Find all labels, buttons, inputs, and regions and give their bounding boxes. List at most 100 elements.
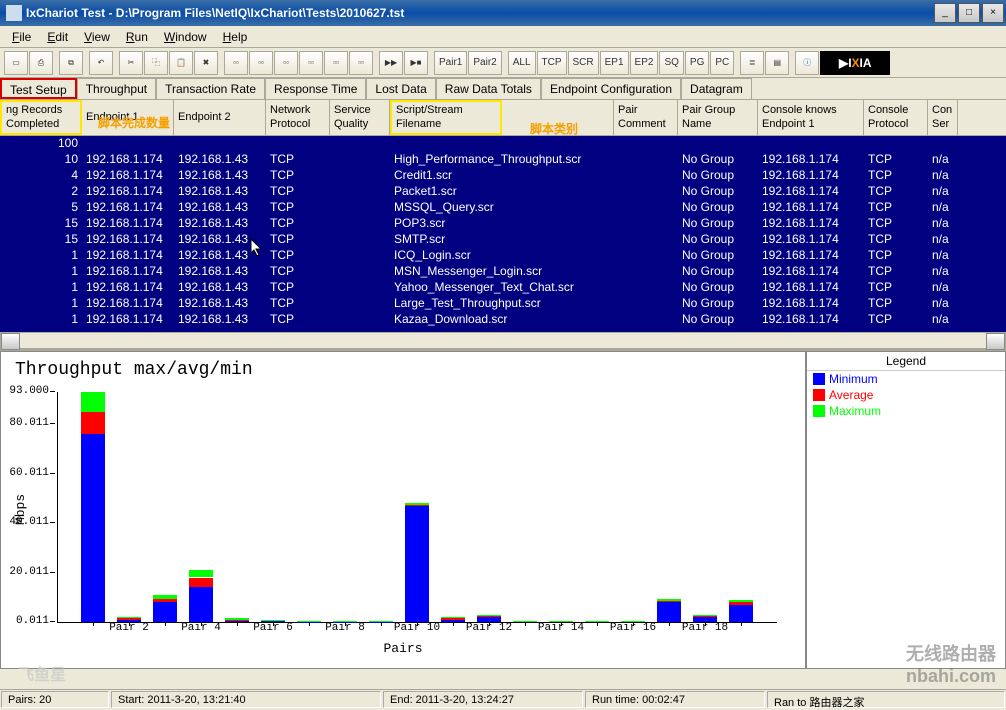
pair1-button[interactable]: Pair1 bbox=[434, 51, 467, 75]
chart-bar bbox=[405, 503, 429, 504]
data-grid[interactable]: 10010192.168.1.174192.168.1.43TCPHigh_Pe… bbox=[0, 136, 1006, 332]
tab-raw-data-totals[interactable]: Raw Data Totals bbox=[436, 78, 541, 99]
table-row[interactable]: 10192.168.1.174192.168.1.43TCPHigh_Perfo… bbox=[0, 152, 1006, 168]
xtick-label: Pair 2 bbox=[109, 622, 149, 634]
run-icon[interactable]: ▶▶ bbox=[379, 51, 403, 75]
column-header[interactable]: Console knows Endpoint 1 bbox=[758, 100, 864, 135]
tab-test-setup[interactable]: Test Setup bbox=[0, 78, 77, 99]
pair6-icon[interactable]: ▫▫ bbox=[349, 51, 373, 75]
cut-icon[interactable]: ✂ bbox=[119, 51, 143, 75]
table-row[interactable]: 4192.168.1.174192.168.1.43TCPCredit1.scr… bbox=[0, 168, 1006, 184]
menu-view[interactable]: View bbox=[76, 28, 118, 46]
column-header[interactable] bbox=[502, 100, 614, 135]
column-header[interactable]: Pair Comment bbox=[614, 100, 678, 135]
print-icon[interactable]: ⎙ bbox=[29, 51, 53, 75]
tab-lost-data[interactable]: Lost Data bbox=[366, 78, 435, 99]
undo-icon[interactable]: ↶ bbox=[89, 51, 113, 75]
tcp-button[interactable]: TCP bbox=[537, 51, 567, 75]
chart-bar bbox=[441, 617, 465, 618]
legend-item: Average bbox=[807, 387, 1005, 403]
new-icon[interactable]: ▭ bbox=[4, 51, 28, 75]
list-icon[interactable]: ≣ bbox=[740, 51, 764, 75]
xtick-label: Pair 16 bbox=[610, 622, 656, 634]
ixia-logo[interactable]: ▶IXIA bbox=[820, 51, 890, 75]
pair4-icon[interactable]: ▫▫ bbox=[299, 51, 323, 75]
pg-button[interactable]: PG bbox=[685, 51, 709, 75]
delete-icon[interactable]: ✖ bbox=[194, 51, 218, 75]
pair5-icon[interactable]: ▫▫ bbox=[324, 51, 348, 75]
sq-button[interactable]: SQ bbox=[659, 51, 683, 75]
column-header[interactable]: Con Ser bbox=[928, 100, 958, 135]
column-header[interactable]: Service Quality bbox=[330, 100, 390, 135]
toolbar: ▭ ⎙ ⧉ ↶ ✂ ⿻ 📋 ✖ ▫▫ ▫▫ ▫▫ ▫▫ ▫▫ ▫▫ ▶▶ ▶■ … bbox=[0, 48, 1006, 78]
column-headers: ng Records CompletedEndpoint 1Endpoint 2… bbox=[0, 100, 1006, 136]
column-header[interactable]: Endpoint 2 bbox=[174, 100, 266, 135]
legend-swatch bbox=[813, 373, 825, 385]
menubar: FileEditViewRunWindowHelp bbox=[0, 26, 1006, 48]
column-header[interactable]: Endpoint 1 bbox=[82, 100, 174, 135]
chart-bar bbox=[81, 392, 105, 412]
chart-bar bbox=[225, 618, 249, 619]
copy2-icon[interactable]: ⿻ bbox=[144, 51, 168, 75]
status-start: Start: 2011-3-20, 13:21:40 bbox=[111, 691, 381, 708]
minimize-button[interactable]: _ bbox=[934, 3, 956, 23]
chart-bar bbox=[153, 602, 177, 622]
table-row[interactable]: 15192.168.1.174192.168.1.43TCPSMTP.scrNo… bbox=[0, 232, 1006, 248]
paste-icon[interactable]: 📋 bbox=[169, 51, 193, 75]
menu-help[interactable]: Help bbox=[215, 28, 256, 46]
column-header[interactable]: ng Records Completed bbox=[0, 100, 82, 135]
legend-label: Maximum bbox=[829, 404, 881, 418]
column-header[interactable]: Console Protocol bbox=[864, 100, 928, 135]
chart-bar bbox=[657, 602, 681, 622]
table-row[interactable]: 15192.168.1.174192.168.1.43TCPPOP3.scrNo… bbox=[0, 216, 1006, 232]
chart-bar bbox=[405, 505, 429, 506]
table-row[interactable]: 1192.168.1.174192.168.1.43TCPYahoo_Messe… bbox=[0, 280, 1006, 296]
all-button[interactable]: ALL bbox=[508, 51, 536, 75]
ytick-label: 93.000 bbox=[1, 385, 49, 397]
table-row[interactable]: 100 bbox=[0, 136, 1006, 152]
pair-icon[interactable]: ▫▫ bbox=[224, 51, 248, 75]
scr-button[interactable]: SCR bbox=[568, 51, 599, 75]
menu-file[interactable]: File bbox=[4, 28, 39, 46]
column-header[interactable]: Script/Stream Filename bbox=[390, 100, 502, 135]
table-row[interactable]: 5192.168.1.174192.168.1.43TCPMSSQL_Query… bbox=[0, 200, 1006, 216]
ep2-button[interactable]: EP2 bbox=[630, 51, 659, 75]
chart-bar bbox=[225, 620, 249, 621]
stop-icon[interactable]: ▶■ bbox=[404, 51, 428, 75]
pc-button[interactable]: PC bbox=[710, 51, 734, 75]
table-row[interactable]: 1192.168.1.174192.168.1.43TCPICQ_Login.s… bbox=[0, 248, 1006, 264]
cursor-icon bbox=[250, 238, 264, 258]
tab-datagram[interactable]: Datagram bbox=[681, 78, 752, 99]
info-icon[interactable]: ⓘ bbox=[795, 51, 819, 75]
chart-bar bbox=[81, 412, 105, 434]
column-header[interactable]: Pair Group Name bbox=[678, 100, 758, 135]
table-row[interactable]: 1192.168.1.174192.168.1.43TCPLarge_Test_… bbox=[0, 296, 1006, 312]
pair2-icon[interactable]: ▫▫ bbox=[249, 51, 273, 75]
tab-transaction-rate[interactable]: Transaction Rate bbox=[156, 78, 265, 99]
column-header[interactable]: Network Protocol bbox=[266, 100, 330, 135]
copy-icon[interactable]: ⧉ bbox=[59, 51, 83, 75]
maximize-button[interactable]: □ bbox=[958, 3, 980, 23]
tab-throughput[interactable]: Throughput bbox=[77, 78, 156, 99]
chart-bar bbox=[117, 617, 141, 618]
tab-response-time[interactable]: Response Time bbox=[265, 78, 366, 99]
table-row[interactable]: 1192.168.1.174192.168.1.43TCPMSN_Messeng… bbox=[0, 264, 1006, 280]
doc-icon[interactable]: ▤ bbox=[765, 51, 789, 75]
close-button[interactable]: × bbox=[982, 3, 1004, 23]
pair3-icon[interactable]: ▫▫ bbox=[274, 51, 298, 75]
table-row[interactable]: 1192.168.1.174192.168.1.43TCPKazaa_Downl… bbox=[0, 312, 1006, 328]
menu-edit[interactable]: Edit bbox=[39, 28, 76, 46]
pair2-button[interactable]: Pair2 bbox=[468, 51, 501, 75]
xtick-label: Pair 6 bbox=[253, 622, 293, 634]
horizontal-scrollbar[interactable] bbox=[0, 332, 1006, 349]
ep1-button[interactable]: EP1 bbox=[600, 51, 629, 75]
ytick-label: 60.011 bbox=[1, 467, 49, 479]
tab-endpoint-configuration[interactable]: Endpoint Configuration bbox=[541, 78, 681, 99]
legend-item: Maximum bbox=[807, 403, 1005, 419]
menu-run[interactable]: Run bbox=[118, 28, 156, 46]
chart-bar bbox=[441, 618, 465, 619]
chart-bar bbox=[261, 620, 285, 621]
menu-window[interactable]: Window bbox=[156, 28, 215, 46]
table-row[interactable]: 2192.168.1.174192.168.1.43TCPPacket1.scr… bbox=[0, 184, 1006, 200]
ytick-label: 80.011 bbox=[1, 417, 49, 429]
